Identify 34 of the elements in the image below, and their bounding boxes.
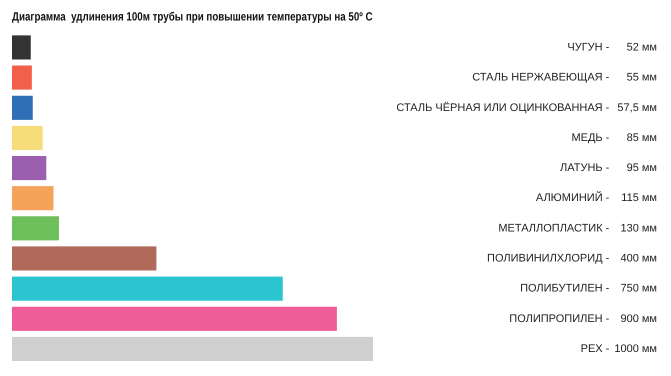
bar <box>12 35 31 60</box>
data-label: 1000 мм <box>614 342 657 355</box>
bar <box>12 306 337 331</box>
data-label: 52 мм <box>626 42 657 54</box>
data-label: 85 мм <box>626 132 657 144</box>
y-tick-label: СТАЛЬ НЕРЖАВЕЮЩАЯ - <box>472 72 610 84</box>
bar <box>12 156 46 180</box>
data-label: 57,5 мм <box>617 102 657 114</box>
bar <box>12 96 33 120</box>
bar <box>12 216 59 240</box>
bar <box>12 66 32 90</box>
y-tick-label: СТАЛЬ ЧЁРНАЯ ИЛИ ОЦИНКОВАННАЯ - <box>396 100 610 114</box>
y-tick-label: ПОЛИВИНИЛХЛОРИД - <box>487 252 610 265</box>
data-label: 130 мм <box>620 222 657 234</box>
data-label: 95 мм <box>626 162 657 174</box>
bar <box>12 126 43 150</box>
y-tick-label: ПОЛИПРОПИЛЕН - <box>509 312 610 325</box>
bar <box>12 336 373 361</box>
y-tick-label: PEX - <box>580 342 610 355</box>
bar <box>12 246 156 271</box>
bar <box>12 186 54 210</box>
y-tick-label: АЛЮМИНИЙ - <box>536 191 610 204</box>
chart-title: Диаграмма удлинения 100м трубы при повышении температуры на 50º С <box>12 10 373 24</box>
y-tick-label: МЕДЬ - <box>571 132 610 144</box>
bar <box>12 276 283 301</box>
data-label: 750 мм <box>620 282 657 295</box>
y-tick-label: ЛАТУНЬ - <box>560 162 610 174</box>
data-label: 900 мм <box>620 312 657 325</box>
y-tick-label: ЧУГУН - <box>567 42 610 54</box>
data-label: 115 мм <box>621 192 657 204</box>
y-tick-label: ПОЛИБУТИЛЕН - <box>520 282 610 295</box>
data-label: 55 мм <box>626 72 657 84</box>
data-label: 400 мм <box>620 252 657 265</box>
y-tick-label: МЕТАЛЛОПЛАСТИК - <box>498 222 610 234</box>
